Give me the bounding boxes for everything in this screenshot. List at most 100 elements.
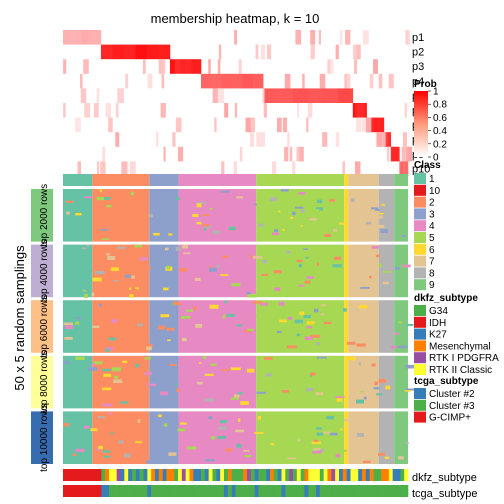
- class-heatmap-cell: [315, 392, 324, 396]
- subtype-cell: [112, 469, 117, 481]
- legend-item-label: 9: [429, 280, 435, 291]
- membership-cell: [233, 161, 238, 176]
- class-heatmap-cell: [378, 355, 395, 409]
- tcga-legend-title: tcga_subtype: [414, 376, 479, 387]
- membership-cell: [307, 88, 324, 103]
- legend-item-label: 8: [429, 268, 435, 279]
- membership-cell: [372, 117, 376, 133]
- subtype-cell: [124, 485, 129, 497]
- subtype-cell: [304, 469, 309, 481]
- class-heatmap-cell: [371, 207, 379, 210]
- membership-cell: [365, 117, 372, 133]
- class-heatmap-cell: [270, 443, 275, 446]
- class-heatmap-cell: [106, 229, 115, 233]
- legend-swatch: [414, 173, 426, 184]
- legend-item-label: 7: [429, 257, 435, 268]
- subtype-cell: [143, 469, 148, 481]
- class-heatmap-cell: [63, 322, 73, 326]
- class-heatmap-cell: [98, 445, 103, 450]
- dkfz-subtype-bar: [63, 469, 409, 481]
- membership-cell: [234, 103, 238, 118]
- membership-cell: [393, 146, 396, 162]
- class-heatmap-cell: [343, 418, 351, 422]
- class-heatmap-cell: [237, 392, 244, 395]
- membership-cell: [310, 30, 316, 45]
- membership-cell: [407, 30, 410, 45]
- class-heatmap-cell: [135, 287, 140, 290]
- membership-cell: [121, 161, 128, 176]
- subtype-cell: [212, 485, 217, 497]
- class-heatmap-cell: [236, 322, 245, 327]
- class-heatmap-cell: [102, 368, 111, 372]
- class-heatmap-cell: [224, 300, 228, 304]
- class-heatmap-cell: [158, 414, 162, 418]
- subtype-cell: [116, 469, 121, 481]
- subtype-cell: [346, 469, 351, 481]
- class-heatmap-cell: [106, 253, 110, 256]
- subtype-cell: [254, 485, 259, 497]
- prob-legend-label: 0.8: [433, 100, 447, 111]
- class-heatmap-cell: [110, 432, 114, 435]
- membership-cell: [175, 117, 182, 133]
- tcga-subtype-bar: [63, 485, 409, 497]
- class-heatmap-cell: [228, 226, 236, 231]
- membership-cell: [255, 44, 259, 60]
- subtype-cell: [254, 469, 259, 481]
- class-heatmap-cell: [99, 189, 103, 193]
- subtype-cell: [216, 469, 221, 481]
- class-heatmap-cell: [180, 315, 191, 319]
- row-group-cell: [31, 411, 53, 464]
- class-heatmap-cell: [279, 319, 287, 323]
- class-heatmap-cell: [375, 254, 380, 258]
- class-heatmap-cell: [390, 345, 397, 349]
- class-heatmap-cell: [65, 200, 74, 203]
- class-heatmap-cell: [310, 264, 315, 267]
- prob-legend-label: 0.2: [433, 139, 447, 150]
- subtype-cell: [147, 485, 152, 497]
- subtype-cell: [296, 485, 301, 497]
- subtype-cell: [63, 469, 68, 481]
- subtype-cell: [181, 485, 186, 497]
- class-heatmap-cell: [81, 247, 87, 250]
- class-heatmap-cell: [394, 355, 408, 409]
- class-heatmap-cell: [257, 415, 262, 420]
- chart-title: membership heatmap, k = 10: [151, 11, 320, 26]
- class-heatmap-cell: [236, 378, 240, 383]
- subtype-cell: [193, 469, 198, 481]
- membership-cell: [261, 132, 266, 147]
- membership-cell: [337, 88, 354, 103]
- class-heatmap-cell: [142, 343, 153, 348]
- class-heatmap-cell: [394, 332, 399, 335]
- class-heatmap-cell: [290, 216, 294, 219]
- class-heatmap-cell: [382, 271, 392, 273]
- membership-cell: [310, 44, 315, 60]
- legend-swatch: [414, 328, 426, 340]
- subtype-cell: [212, 469, 217, 481]
- membership-cell: [395, 146, 397, 162]
- membership-cell: [385, 132, 387, 147]
- class-heatmap-cell: [274, 229, 279, 232]
- class-heatmap-cell: [75, 321, 80, 325]
- membership-cell: [169, 59, 176, 74]
- membership-cell: [352, 44, 358, 60]
- membership-cell: [88, 30, 95, 45]
- subtype-cell: [385, 469, 390, 481]
- class-heatmap-cell: [222, 314, 226, 319]
- legend-swatch: [414, 255, 426, 267]
- class-heatmap-cell: [209, 267, 217, 272]
- membership-cell: [289, 146, 293, 162]
- subtype-cell: [178, 469, 183, 481]
- class-heatmap-cell: [236, 196, 243, 199]
- class-heatmap-cell: [160, 314, 170, 318]
- membership-cell: [160, 103, 166, 118]
- membership-cell: [396, 146, 399, 162]
- subtype-cell: [327, 469, 332, 481]
- class-heatmap-cell: [163, 287, 169, 291]
- subtype-cell: [331, 485, 336, 497]
- class-heatmap-cell: [148, 383, 157, 386]
- subtype-cell: [151, 469, 156, 481]
- class-heatmap-cell: [196, 221, 202, 225]
- class-heatmap-cell: [176, 388, 180, 392]
- membership-cell: [100, 44, 113, 60]
